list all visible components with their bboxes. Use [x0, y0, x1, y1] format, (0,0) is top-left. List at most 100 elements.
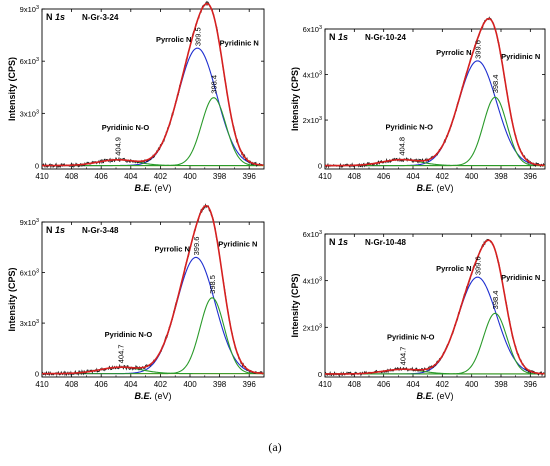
x-tick-label: 410 — [318, 172, 332, 181]
plot-frame — [41, 221, 265, 378]
component-name-label: Pyridinic N-O — [387, 332, 435, 341]
envelope-curve — [325, 17, 545, 167]
peak-position-label: 404.8 — [397, 137, 406, 156]
x-tick-label: 396 — [243, 380, 257, 389]
figure-caption: (a) — [268, 440, 282, 454]
y-axis-label: Intensity (CPS) — [7, 267, 17, 331]
y-axis-label: Intensity (CPS) — [290, 67, 300, 131]
peak-position-label: 404.7 — [399, 347, 408, 366]
component-name-label: Pyrrolic N — [436, 264, 471, 273]
y-tick-label: 6x103 — [303, 25, 322, 34]
x-tick-label: 406 — [377, 172, 391, 181]
x-tick-label: 406 — [377, 380, 391, 389]
pyrrolic-curve — [325, 276, 545, 375]
x-tick-label: 396 — [243, 172, 257, 181]
x-tick-label: 410 — [35, 380, 49, 389]
x-tick-label: 400 — [183, 380, 197, 389]
y-tick-label: 6x103 — [20, 57, 39, 66]
y-tick-label: 2x103 — [303, 323, 322, 332]
component-name-label: Pyrrolic N — [436, 48, 471, 57]
y-tick-label: 0 — [318, 162, 322, 171]
x-tick-label: 396 — [524, 172, 538, 181]
envelope-curve — [41, 204, 264, 375]
component-name-label: Pyridinic N-O — [386, 123, 434, 132]
component-name-label: Pyrrolic N — [154, 244, 189, 253]
peak-position-label: 399.5 — [193, 27, 202, 46]
peak-position-label: 399.6 — [192, 237, 201, 256]
peak-position-label: 398.5 — [208, 275, 217, 294]
y-tick-label: 0 — [35, 370, 39, 379]
y-tick-label: 3x103 — [20, 109, 39, 118]
x-axis-label: B.E. (eV) — [416, 391, 453, 401]
core-level-label: N 1s — [329, 32, 348, 42]
y-tick-label: 9x103 — [20, 218, 39, 227]
x-tick-label: 404 — [406, 380, 420, 389]
x-tick-label: 402 — [436, 380, 450, 389]
plot-frame — [324, 28, 546, 170]
x-axis-label: B.E. (eV) — [416, 183, 453, 193]
chart-panel: 410 408 406 404 402 400 398 396 0 2x103 4x103 6x103… — [290, 230, 546, 401]
x-tick-label: 398 — [494, 172, 508, 181]
component-name-label: Pyridinic N-O — [102, 123, 150, 132]
x-tick-label: 406 — [95, 380, 109, 389]
sample-title: N-Gr-10-24 — [365, 33, 406, 42]
x-tick-label: 404 — [406, 172, 420, 181]
peak-position-label: 399.6 — [474, 40, 483, 59]
x-tick-label: 404 — [124, 380, 138, 389]
y-tick-label: 6x103 — [303, 230, 322, 239]
sample-title: N-Gr-3-48 — [82, 226, 119, 235]
component-name-label: Pyridinic N — [501, 52, 540, 61]
chart-panel: 410 408 406 404 402 400 398 396 0 3x103 6x103 9x103… — [7, 0, 265, 193]
x-tick-label: 408 — [65, 172, 79, 181]
x-tick-label: 400 — [183, 172, 197, 181]
envelope-curve — [325, 239, 545, 375]
x-tick-label: 404 — [124, 172, 138, 181]
x-tick-label: 400 — [465, 380, 479, 389]
peak-position-label: 404.9 — [113, 137, 122, 156]
x-tick-label: 402 — [154, 172, 168, 181]
y-tick-label: 0 — [35, 162, 39, 171]
component-name-label: Pyridinic N-O — [105, 330, 153, 339]
x-tick-label: 402 — [436, 172, 450, 181]
plot-frame — [41, 8, 265, 170]
x-tick-label: 408 — [348, 172, 362, 181]
x-tick-label: 408 — [348, 380, 362, 389]
x-tick-label: 408 — [65, 380, 79, 389]
x-tick-label: 400 — [465, 172, 479, 181]
y-tick-label: 0 — [318, 370, 322, 379]
y-tick-label: 6x103 — [20, 269, 39, 278]
x-tick-label: 398 — [213, 172, 227, 181]
y-tick-label: 4x103 — [303, 71, 322, 80]
x-tick-label: 396 — [524, 380, 538, 389]
y-tick-label: 9x103 — [20, 5, 39, 14]
pyrrolic-curve — [325, 60, 545, 167]
core-level-label: N 1s — [46, 12, 65, 22]
y-tick-label: 2x103 — [303, 116, 322, 125]
x-tick-label: 406 — [95, 172, 109, 181]
chart-panel: 410 408 406 404 402 400 398 396 0 3x103 6x103 9x103… — [7, 203, 265, 401]
peak-position-label: 398.4 — [210, 75, 219, 94]
x-tick-label: 410 — [318, 380, 332, 389]
component-name-label: Pyridinic N — [220, 39, 259, 48]
plot-frame — [324, 233, 546, 378]
x-tick-label: 402 — [154, 380, 168, 389]
peak-position-label: 399.6 — [474, 256, 483, 275]
x-tick-label: 398 — [494, 380, 508, 389]
y-axis-label: Intensity (CPS) — [7, 57, 17, 121]
chart-panel: 410 408 406 404 402 400 398 396 0 2x103 4x103 6x103… — [290, 16, 546, 193]
x-tick-label: 410 — [35, 172, 49, 181]
component-name-label: Pyrrolic N — [156, 35, 191, 44]
pyrrolic-curve — [42, 256, 264, 375]
y-tick-label: 4x103 — [303, 277, 322, 286]
x-axis-label: B.E. (eV) — [134, 391, 171, 401]
peak-position-label: 398.4 — [491, 291, 500, 310]
sample-title: N-Gr-10-48 — [365, 238, 406, 247]
peak-position-label: 404.7 — [116, 344, 125, 363]
y-tick-label: 3x103 — [20, 319, 39, 328]
experimental-curve — [41, 0, 264, 169]
x-axis-label: B.E. (eV) — [134, 183, 171, 193]
envelope-curve — [42, 2, 264, 167]
sample-title: N-Gr-3-24 — [82, 13, 119, 22]
